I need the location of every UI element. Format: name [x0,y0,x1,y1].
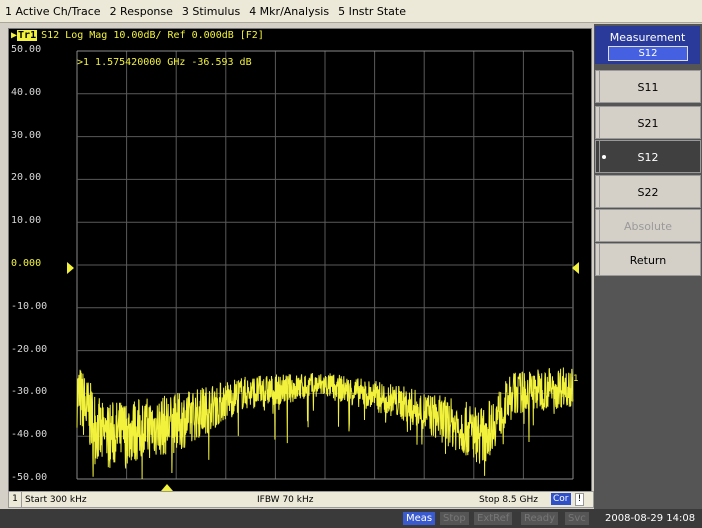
softkey-menu-title: Measurement S12 [595,26,700,64]
status-stop: Stop [440,512,469,525]
y-axis-tick-label: -30.00 [11,386,48,398]
selected-dot-icon [602,155,606,159]
softkey-label: Absolute [623,220,673,233]
reference-level-left-icon[interactable] [67,262,74,274]
softkey-grip [596,176,600,207]
y-axis-tick-label: -40.00 [11,429,48,441]
y-axis-tick-label: -10.00 [11,300,48,312]
softkey-label: Return [629,254,667,267]
softkey-label: S21 [637,117,659,130]
reference-level-right-icon[interactable] [572,262,579,274]
trace-header-text: S12 Log Mag 10.00dB/ Ref 0.000dB [F2] [41,30,264,41]
softkey-s22[interactable]: S22 [595,175,701,208]
softkey-grip [596,244,600,275]
status-bar: Meas Stop ExtRef Ready Svc 2008-08-29 14… [0,509,702,528]
y-axis-tick-label: 0.000 [11,258,42,269]
menu-instr-state[interactable]: 5 Instr State [338,4,406,18]
status-svc: Svc [565,512,589,525]
softkey-return[interactable]: Return [595,243,701,276]
graticule [76,50,574,480]
y-axis-tick-label: -20.00 [11,343,48,355]
if-bandwidth[interactable]: IFBW 70 kHz [257,494,314,505]
y-axis-tick-label: -50.00 [11,472,48,483]
y-axis-tick-label: 20.00 [11,172,42,184]
correction-badge[interactable]: Cor [551,493,571,505]
warning-badge[interactable]: ! [575,493,584,506]
trace-s12 [76,367,574,480]
menu-mkr-analysis[interactable]: 4 Mkr/Analysis [249,4,330,18]
softkey-title-text: Measurement [609,31,686,44]
softkey-s11[interactable]: S11 [595,70,701,103]
status-ready: Ready [521,512,559,525]
menu-active-ch-trace[interactable]: 1 Active Ch/Trace [5,4,101,18]
menu-bar: 1 Active Ch/Trace 2 Response 3 Stimulus … [0,0,702,23]
status-meas: Meas [403,512,436,525]
channel-info-bar: 1 Start 300 kHz IFBW 70 kHz Stop 8.5 GHz… [8,491,594,508]
stop-frequency[interactable]: Stop 8.5 GHz [479,494,538,505]
channel-number[interactable]: 1 [9,492,22,507]
softkey-label: S22 [637,186,659,199]
trace-number-label: 1 [573,374,579,384]
softkey-s21[interactable]: S21 [595,106,701,139]
marker-1-position-icon[interactable] [161,484,173,491]
softkey-label: S11 [637,81,659,94]
softkey-absolute[interactable]: Absolute [595,209,701,242]
softkey-s12[interactable]: S12 [595,140,701,173]
menu-response[interactable]: 2 Response [109,4,173,18]
trace-plot [76,50,574,480]
softkey-grip [596,107,600,138]
softkey-grip [596,71,600,102]
status-extref: ExtRef [474,512,513,525]
y-axis-tick-label: 30.00 [11,129,42,141]
softkey-current-value: S12 [608,46,688,61]
active-trace-arrow-icon: ▶ [11,30,18,41]
softkey-panel: Measurement S12 S11 S21 S12 S22 Absolute… [594,24,702,509]
softkey-grip [596,210,600,241]
y-axis-tick-label: 10.00 [11,215,42,227]
trace-badge: Tr1 [17,30,38,41]
marker-readout: >1 1.575420000 GHz -36.593 dB [77,57,252,68]
y-axis-tick-label: 40.00 [11,86,42,98]
softkey-label: S12 [637,151,659,164]
measurement-display[interactable]: ▶Tr1 S12 Log Mag 10.00dB/ Ref 0.000dB [F2… [8,28,592,492]
softkey-grip [596,141,600,172]
status-datetime: 2008-08-29 14:08 [605,513,696,524]
menu-stimulus[interactable]: 3 Stimulus [181,4,241,18]
start-frequency[interactable]: Start 300 kHz [25,494,87,505]
y-axis-tick-label: 50.00 [11,44,42,55]
trace-header[interactable]: ▶Tr1 S12 Log Mag 10.00dB/ Ref 0.000dB [F2… [11,30,264,41]
